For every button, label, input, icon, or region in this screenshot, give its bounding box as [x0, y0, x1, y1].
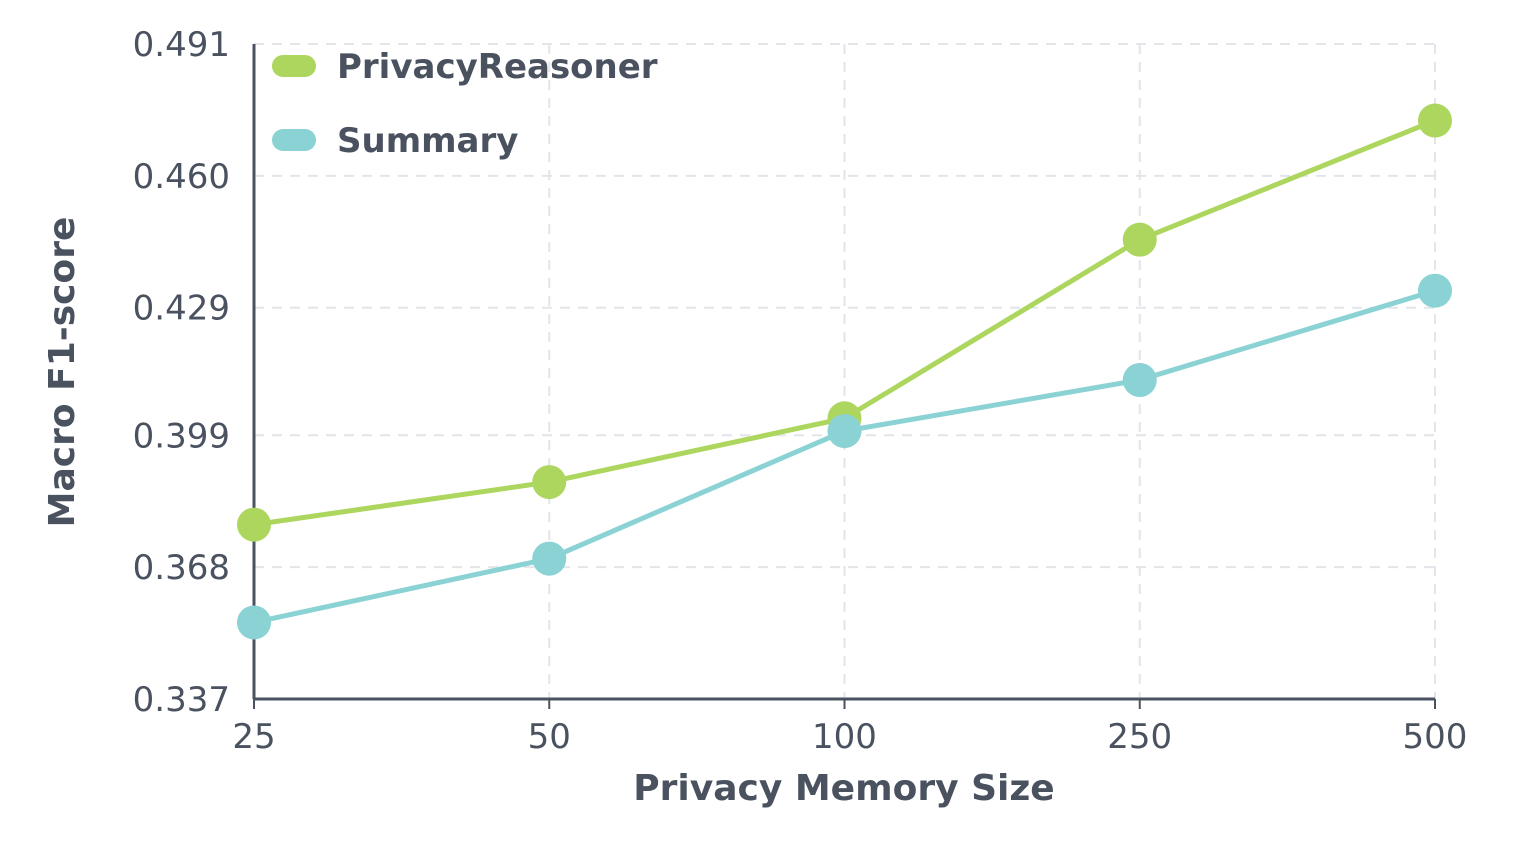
- data-point-marker: [532, 541, 567, 576]
- data-point-marker: [237, 605, 271, 640]
- data-series: [237, 103, 1452, 640]
- y-tick-label: 0.460: [133, 157, 230, 197]
- x-tick-label: 50: [528, 717, 571, 757]
- data-point-marker: [1122, 363, 1157, 398]
- y-tick-label: 0.491: [133, 25, 230, 65]
- data-point-marker: [1418, 273, 1452, 308]
- data-point-marker: [1122, 222, 1157, 257]
- data-point-marker: [1418, 103, 1452, 138]
- y-tick-label: 0.337: [133, 680, 230, 720]
- y-axis-title: Macro F1-score: [42, 217, 83, 528]
- x-tick-label: 25: [232, 717, 275, 757]
- legend: PrivacyReasoner Summary: [272, 47, 658, 161]
- legend-item: PrivacyReasoner: [272, 47, 658, 87]
- y-tick-label: 0.429: [133, 289, 230, 329]
- legend-swatch-icon: [272, 129, 316, 151]
- legend-swatch-icon: [272, 55, 316, 77]
- legend-label: PrivacyReasoner: [337, 47, 658, 87]
- y-tick-label: 0.399: [133, 416, 230, 456]
- x-tick-label: 100: [812, 717, 877, 757]
- x-tick-label: 500: [1403, 717, 1468, 757]
- data-point-marker: [532, 465, 567, 500]
- y-axis-ticks: 0.337 0.368 0.399 0.429 0.460 0.491: [133, 25, 230, 720]
- x-axis-ticks: 25 50 100 250 500: [232, 699, 1467, 757]
- x-tick-label: 250: [1107, 717, 1172, 757]
- x-axis-title: Privacy Memory Size: [633, 768, 1054, 809]
- legend-label: Summary: [337, 121, 518, 161]
- series-summary: [237, 273, 1452, 640]
- data-point-marker: [827, 414, 862, 449]
- data-point-marker: [237, 507, 271, 542]
- y-tick-label: 0.368: [133, 548, 230, 588]
- legend-item: Summary: [272, 121, 518, 161]
